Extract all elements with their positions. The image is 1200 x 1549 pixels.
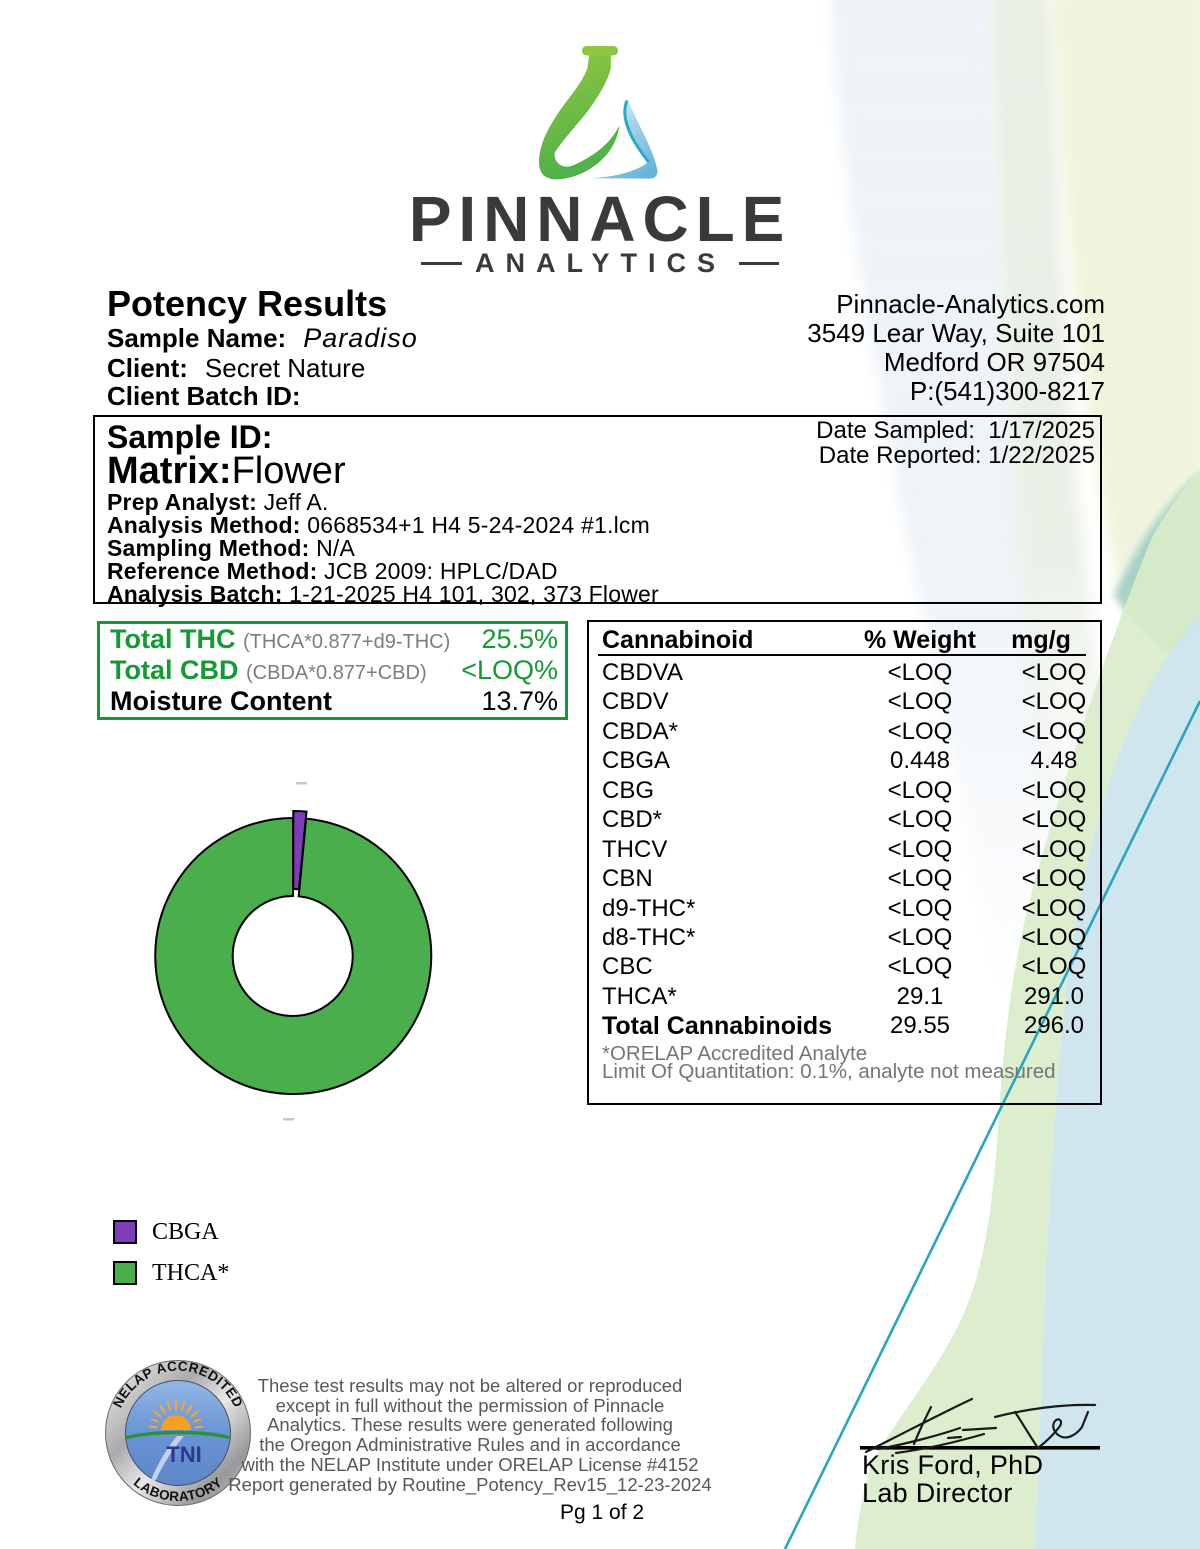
svg-text:TNI: TNI	[166, 1442, 201, 1467]
